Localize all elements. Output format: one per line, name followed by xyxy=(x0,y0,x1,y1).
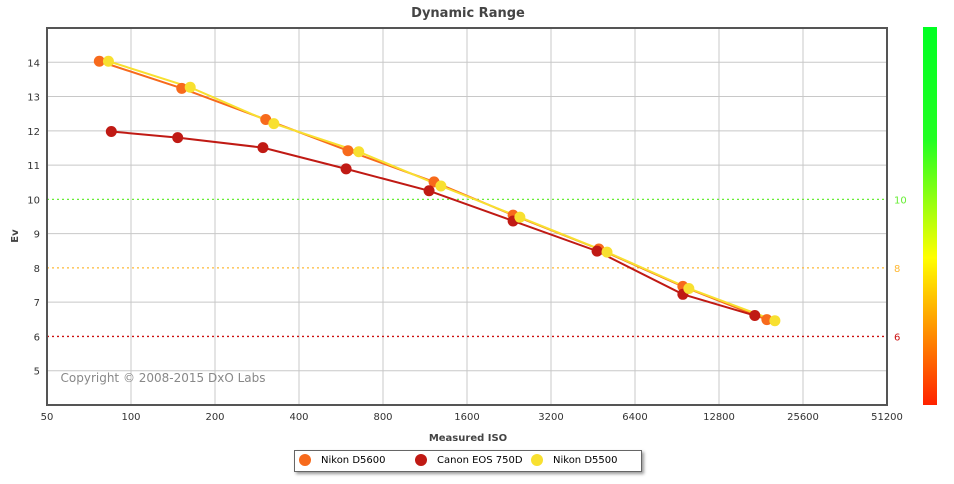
data-point xyxy=(176,82,188,94)
legend-label: Nikon D5500 xyxy=(553,454,618,466)
color-scale-bar xyxy=(923,27,937,405)
plot-border xyxy=(46,27,888,406)
legend-marker xyxy=(531,454,543,466)
legend-label: Canon EOS 750D xyxy=(437,454,523,466)
x-tick-label: 100 xyxy=(121,412,140,423)
x-tick-label: 800 xyxy=(373,412,392,423)
y-tick-label: 13 xyxy=(27,93,40,104)
series-line xyxy=(111,130,756,317)
y-tick-label: 12 xyxy=(27,127,40,138)
data-point xyxy=(105,126,117,138)
legend-marker xyxy=(299,454,311,466)
x-tick-label: 25600 xyxy=(787,412,819,423)
legend-marker xyxy=(415,454,427,466)
data-point xyxy=(340,163,352,175)
y-tick-label: 10 xyxy=(27,195,40,206)
chart-title: Dynamic Range xyxy=(411,6,525,21)
data-point xyxy=(260,114,272,126)
x-axis-label: Measured ISO xyxy=(429,433,507,444)
x-tick-label: 1600 xyxy=(454,412,479,423)
y-tick-label: 9 xyxy=(34,230,40,241)
data-point xyxy=(172,132,184,144)
data-point xyxy=(591,245,603,257)
x-tick-label: 50 xyxy=(41,412,54,423)
y-tick-label: 5 xyxy=(34,367,40,378)
legend-item-nikon-d5500[interactable]: Nikon D5500 xyxy=(531,454,617,466)
legend-label: Nikon D5600 xyxy=(321,454,386,466)
x-tick-label: 51200 xyxy=(871,412,903,423)
y-tick-label: 14 xyxy=(27,58,40,69)
data-point xyxy=(184,81,196,93)
reference-label: 8 xyxy=(894,264,900,275)
data-point xyxy=(93,55,105,67)
data-point xyxy=(353,146,365,158)
x-tick-label: 400 xyxy=(289,412,308,423)
data-point xyxy=(435,180,447,192)
legend-item-canon-eos-750d[interactable]: Canon EOS 750D xyxy=(415,454,523,466)
y-tick-label: 8 xyxy=(34,264,40,275)
reference-label: 10 xyxy=(894,195,907,206)
y-tick-label: 11 xyxy=(27,161,40,172)
data-point xyxy=(761,314,773,326)
y-tick-label: 6 xyxy=(34,332,40,343)
data-point xyxy=(342,145,354,157)
y-tick-label: 7 xyxy=(34,298,40,309)
data-point xyxy=(601,246,613,258)
x-tick-label: 3200 xyxy=(538,412,563,423)
data-point xyxy=(423,185,435,197)
x-tick-label: 200 xyxy=(205,412,224,423)
data-point xyxy=(268,118,280,130)
x-tick-label: 6400 xyxy=(622,412,647,423)
reference-label: 6 xyxy=(894,332,900,343)
data-point xyxy=(769,315,781,327)
data-point xyxy=(257,142,269,154)
data-point xyxy=(514,211,526,223)
copyright-annotation: Copyright © 2008-2015 DxO Labs xyxy=(61,371,266,385)
data-point xyxy=(749,310,761,322)
legend-item-nikon-d5600[interactable]: Nikon D5600 xyxy=(299,454,385,466)
data-point xyxy=(102,55,114,67)
y-axis-label: Ev xyxy=(10,229,21,243)
legend: Nikon D5600 Canon EOS 750D Nikon D5500 xyxy=(294,450,642,472)
data-point xyxy=(683,282,695,294)
x-tick-label: 12800 xyxy=(703,412,735,423)
